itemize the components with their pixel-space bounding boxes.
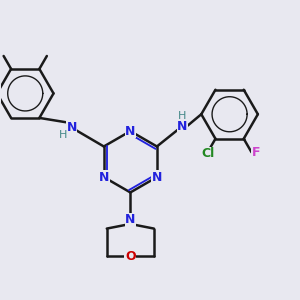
Text: O: O xyxy=(125,250,136,262)
Text: N: N xyxy=(152,171,162,184)
Text: N: N xyxy=(177,119,188,133)
Text: Cl: Cl xyxy=(201,147,214,161)
Text: H: H xyxy=(178,111,186,121)
Text: N: N xyxy=(125,124,136,138)
Text: N: N xyxy=(66,121,77,134)
Text: N: N xyxy=(99,171,109,184)
Text: H: H xyxy=(59,130,67,140)
Text: F: F xyxy=(252,146,261,159)
Text: N: N xyxy=(125,213,136,226)
